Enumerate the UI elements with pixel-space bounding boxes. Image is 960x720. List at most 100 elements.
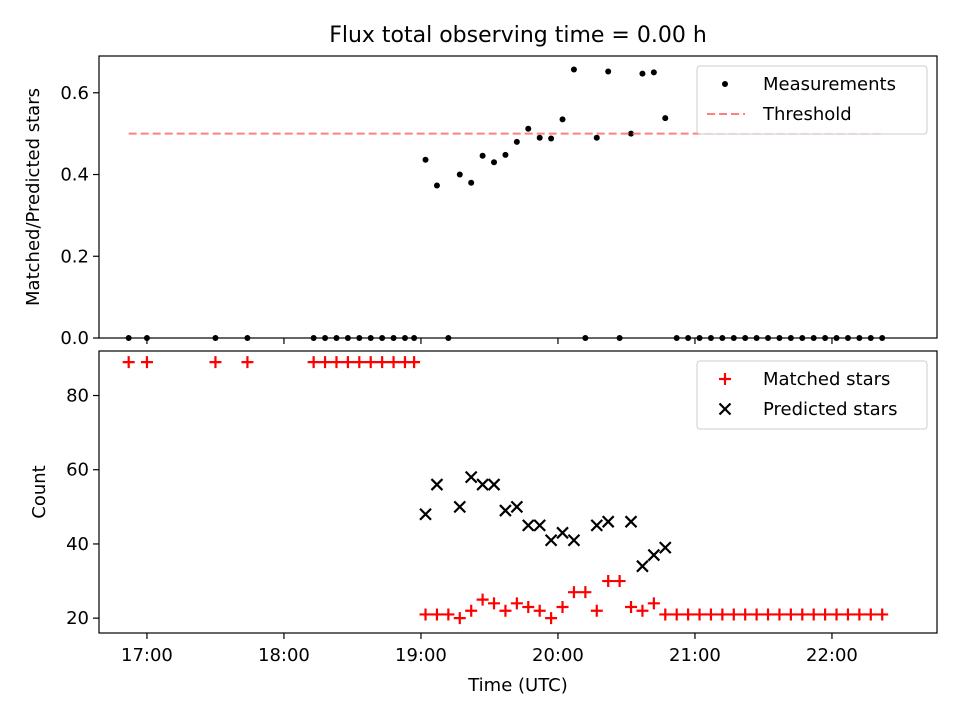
matched-star-point <box>830 608 843 621</box>
measurement-point <box>844 335 851 341</box>
predicted-star-point <box>647 548 661 562</box>
predicted-star-point <box>590 519 604 532</box>
matched-star-point <box>796 608 809 621</box>
measurement-point <box>799 335 806 341</box>
matched-star-point <box>579 586 592 599</box>
legend-dot-icon <box>722 81 728 87</box>
predicted-star-point <box>533 519 546 532</box>
matched-star-point <box>307 356 320 369</box>
legend: Matched stars Predicted stars <box>696 360 928 430</box>
matched-star-point <box>670 608 683 621</box>
measurement-point <box>605 68 612 75</box>
measurement-point <box>570 66 577 73</box>
matched-star-point <box>122 356 135 369</box>
matched-star-point <box>319 356 332 369</box>
predicted-star-point <box>556 526 569 540</box>
y-tick-label: 80 <box>66 386 89 407</box>
predicted-star-point <box>624 515 638 528</box>
measurement-point <box>685 335 692 341</box>
matched-star-point <box>807 608 820 621</box>
measurement-point <box>502 151 509 158</box>
measurement-point <box>333 335 340 341</box>
measurement-point <box>548 135 555 142</box>
legend-x-icon <box>718 402 732 416</box>
measurement-point <box>143 335 150 341</box>
matched-star-point <box>419 608 432 621</box>
matched-star-point <box>647 597 660 610</box>
series-layer <box>122 356 889 625</box>
x-tick-label: 18:00 <box>258 645 310 666</box>
y-tick-label: 40 <box>66 534 89 555</box>
measurement-point <box>344 335 351 341</box>
matched-star-point <box>841 608 854 621</box>
y-tick-label: 20 <box>66 608 89 629</box>
measurement-point <box>390 335 397 341</box>
measurement-point <box>867 335 874 341</box>
measurement-point <box>479 152 486 159</box>
measurement-point <box>593 134 600 141</box>
matched-star-point <box>442 608 455 621</box>
x-tick-label: 17:00 <box>121 645 173 666</box>
predicted-star-point <box>499 504 512 517</box>
predicted-star-point <box>487 478 501 491</box>
predicted-star-point <box>476 478 489 491</box>
measurement-point <box>456 171 463 178</box>
measurement-point <box>310 335 317 341</box>
x-tick-label: 22:00 <box>806 645 858 666</box>
legend: Measurements Threshold <box>696 65 928 135</box>
predicted-star-point <box>636 559 649 573</box>
matched-star-point <box>739 608 752 621</box>
predicted-star-point <box>659 541 672 554</box>
measurement-point <box>730 335 737 341</box>
measurement-point <box>582 335 589 341</box>
matched-star-point <box>590 604 603 617</box>
measurement-point <box>379 335 386 341</box>
legend-label: Measurements <box>763 74 896 95</box>
matched-star-point <box>533 604 546 617</box>
measurement-point <box>879 335 886 341</box>
measurement-point <box>719 335 726 341</box>
measurement-point <box>787 335 794 341</box>
matched-star-point <box>750 608 763 621</box>
matched-star-point <box>545 612 558 625</box>
measurement-point <box>822 335 829 341</box>
matched-star-point <box>353 356 366 369</box>
measurement-point <box>125 335 132 341</box>
matched-star-point <box>140 356 153 369</box>
legend-label: Matched stars <box>763 369 890 390</box>
matched-star-point <box>387 356 400 369</box>
matched-star-point <box>453 612 466 625</box>
y-tick-label: 0.6 <box>60 83 89 104</box>
measurement-point <box>650 69 657 76</box>
matched-star-point <box>704 608 717 621</box>
y-axis-label: Matched/Predicted stars <box>23 88 44 306</box>
predicted-star-point <box>601 515 615 528</box>
measurement-point <box>559 116 566 123</box>
measurement-point <box>673 335 680 341</box>
chart-title: Flux total observing time = 0.00 h <box>329 23 707 48</box>
legend-box <box>696 360 928 430</box>
matched-star-point <box>341 356 354 369</box>
measurement-point <box>707 335 714 341</box>
legend-plus-icon <box>719 373 731 385</box>
predicted-star-point <box>510 500 524 514</box>
axes-frame <box>98 55 938 339</box>
matched-star-point <box>241 356 254 369</box>
measurement-point <box>662 115 669 122</box>
measurement-point <box>525 125 532 132</box>
y-tick-label: 0.0 <box>60 328 89 349</box>
measurement-point <box>445 335 452 341</box>
matched-star-point <box>408 356 421 369</box>
predicted-star-point <box>544 533 558 547</box>
measurement-point <box>468 179 475 186</box>
measurement-point <box>856 335 863 341</box>
measurement-point <box>212 335 219 341</box>
matched-star-point <box>784 608 797 621</box>
matched-star-point <box>330 356 343 369</box>
legend-label: Threshold <box>762 104 852 125</box>
predicted-star-point <box>430 478 444 491</box>
legend-box <box>696 65 928 135</box>
matched-star-point <box>693 608 706 621</box>
predicted-star-point <box>453 500 467 514</box>
